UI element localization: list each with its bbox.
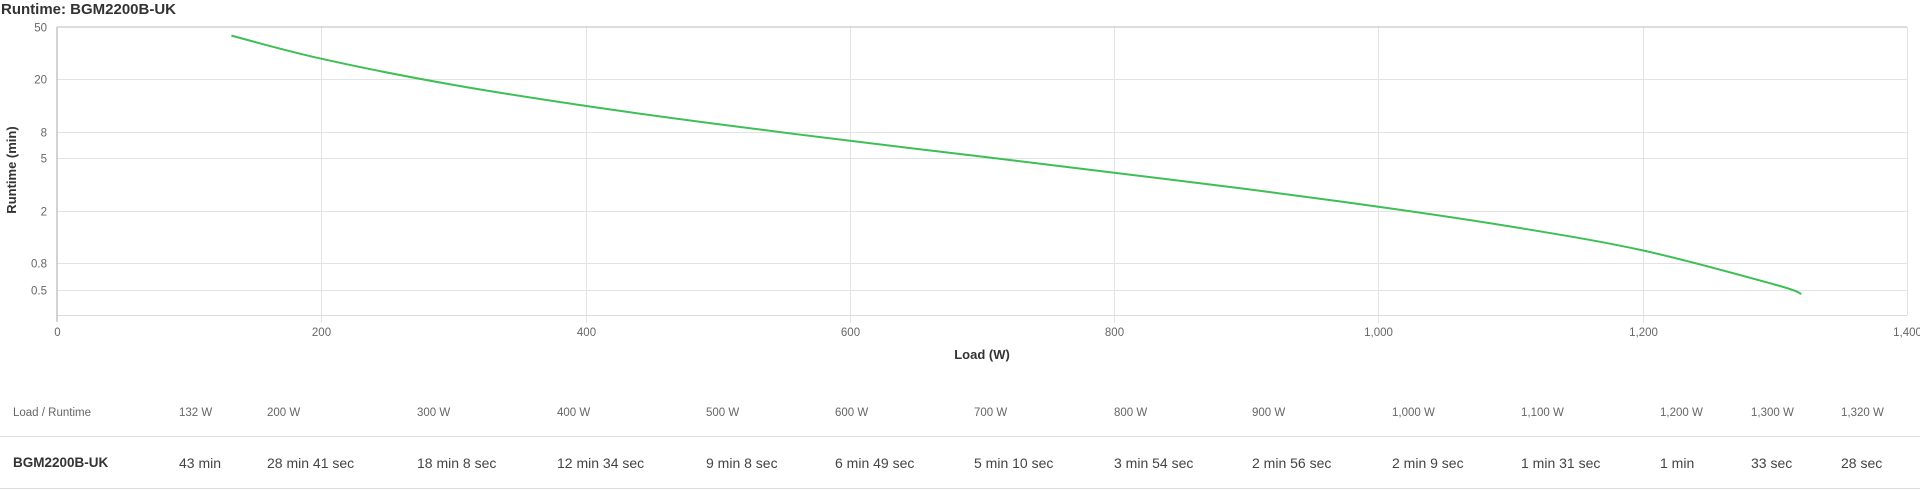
load-column-header: 300 W <box>417 407 451 419</box>
model-name: BGM2200B-UK <box>13 455 109 470</box>
grid-lines <box>57 27 1908 323</box>
x-tick-label: 1,200 <box>1629 327 1658 339</box>
load-column-header: 200 W <box>267 407 301 419</box>
runtime-cell: 3 min 54 sec <box>1114 455 1194 471</box>
header-label: Load / Runtime <box>13 407 91 419</box>
y-tick-label: 8 <box>41 128 47 140</box>
y-axis-title: Runtime (min) <box>4 126 19 213</box>
load-column-header: 1,100 W <box>1521 407 1564 419</box>
x-tick-label: 1,400 <box>1893 327 1920 339</box>
y-tick-label: 50 <box>34 23 47 35</box>
runtime-cell: 28 sec <box>1841 455 1883 471</box>
runtime-cell: 43 min <box>179 455 222 471</box>
table-row: BGM2200B-UK 43 min 28 min 41 sec 18 min 8 … <box>0 436 1920 489</box>
y-tick-label: 0.8 <box>31 259 47 271</box>
load-column-header: 1,200 W <box>1660 407 1703 419</box>
runtime-cell: 1 min <box>1660 455 1695 471</box>
x-tick-label: 1,000 <box>1364 327 1393 339</box>
y-tick-label: 5 <box>41 154 47 166</box>
load-column-header: 800 W <box>1114 407 1148 419</box>
x-tick-label: 400 <box>577 327 596 339</box>
load-column-header: 1,000 W <box>1392 407 1435 419</box>
x-axis-ticks: 0 200 400 600 800 1,000 1,200 1,400 <box>54 327 1920 339</box>
load-column-header: 600 W <box>835 407 869 419</box>
y-tick-label: 20 <box>34 75 47 87</box>
x-tick-label: 0 <box>54 327 60 339</box>
load-column-header: 500 W <box>706 407 740 419</box>
runtime-series-line <box>231 34 1802 295</box>
runtime-cell: 2 min 56 sec <box>1252 455 1332 471</box>
load-column-header: 132 W <box>179 407 213 419</box>
chart-title: Runtime: BGM2200B-UK <box>1 1 177 18</box>
x-tick-label: 800 <box>1105 327 1124 339</box>
y-tick-label: 0.5 <box>31 286 47 298</box>
x-axis-title: Load (W) <box>954 347 1010 362</box>
runtime-cell: 1 min 31 sec <box>1521 455 1601 471</box>
table-header-row: Load / Runtime 132 W 200 W 300 W 400 W 500 W… <box>0 390 1920 437</box>
load-column-header: 900 W <box>1252 407 1286 419</box>
runtime-cell: 33 sec <box>1751 455 1793 471</box>
load-column-header: 1,300 W <box>1751 407 1794 419</box>
load-column-header: 700 W <box>974 407 1008 419</box>
runtime-cell: 28 min 41 sec <box>267 455 355 471</box>
x-tick-label: 200 <box>312 327 331 339</box>
runtime-cell: 5 min 10 sec <box>974 455 1054 471</box>
runtime-cell: 18 min 8 sec <box>417 455 497 471</box>
load-column-header: 400 W <box>557 407 591 419</box>
runtime-cell: 12 min 34 sec <box>557 455 645 471</box>
runtime-cell: 6 min 49 sec <box>835 455 915 471</box>
runtime-cell: 2 min 9 sec <box>1392 455 1464 471</box>
load-column-header: 1,320 W <box>1841 407 1884 419</box>
y-axis-ticks: 50 20 8 5 2 0.8 0.5 <box>31 23 47 298</box>
runtime-cell: 9 min 8 sec <box>706 455 778 471</box>
x-tick-label: 600 <box>841 327 860 339</box>
y-tick-label: 2 <box>41 207 47 219</box>
runtime-chart: 0 200 400 600 800 1,000 1,200 1,400 50 20 8 5 2 0.8 0… <box>4 23 1920 363</box>
